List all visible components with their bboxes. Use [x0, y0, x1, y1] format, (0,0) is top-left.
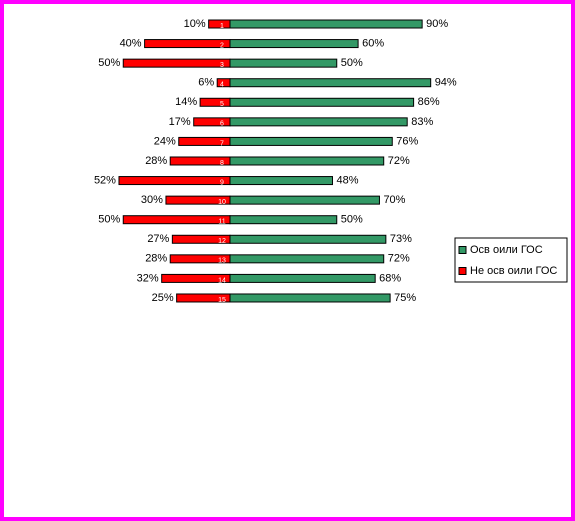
- category-label: 4: [220, 82, 224, 89]
- bar: [229, 136, 393, 146]
- bar: [122, 215, 231, 225]
- value-label: 52%: [94, 174, 116, 186]
- value-label: 94%: [435, 77, 457, 89]
- value-label: 30%: [141, 194, 163, 206]
- bar: [229, 78, 432, 88]
- category-label: 10: [218, 199, 226, 206]
- bar: [122, 58, 231, 68]
- legend-box: [454, 237, 568, 283]
- bar: [176, 293, 231, 303]
- value-label: 27%: [147, 233, 169, 245]
- value-label: 50%: [341, 214, 363, 226]
- bar: [193, 117, 231, 127]
- bar: [216, 78, 231, 88]
- bar: [229, 117, 408, 127]
- bar: [229, 176, 333, 186]
- bar: [229, 195, 380, 205]
- value-label: 68%: [379, 272, 401, 284]
- bar: [199, 97, 231, 107]
- value-label: 60%: [362, 37, 384, 49]
- bar: [229, 215, 338, 225]
- category-label: 12: [218, 238, 226, 245]
- bar: [208, 19, 231, 29]
- value-label: 50%: [341, 57, 363, 69]
- bar: [161, 273, 231, 283]
- category-label: 13: [218, 258, 226, 265]
- value-label: 72%: [388, 253, 410, 265]
- bar: [169, 254, 231, 264]
- category-label: 3: [220, 62, 224, 69]
- bar: [229, 156, 385, 166]
- legend-label: Не осв оили ГОС: [470, 265, 557, 277]
- bar: [165, 195, 231, 205]
- value-label: 50%: [98, 214, 120, 226]
- value-label: 25%: [152, 292, 174, 304]
- category-label: 2: [220, 42, 224, 49]
- category-label: 8: [220, 160, 224, 167]
- value-label: 24%: [154, 135, 176, 147]
- legend-swatch: [458, 267, 467, 275]
- bar: [118, 176, 231, 186]
- bar: [178, 136, 231, 146]
- value-label: 72%: [388, 155, 410, 167]
- value-label: 70%: [383, 194, 405, 206]
- category-label: 15: [218, 297, 226, 304]
- value-label: 86%: [418, 96, 440, 108]
- value-label: 76%: [396, 135, 418, 147]
- legend-label: Осв оили ГОС: [470, 244, 543, 256]
- value-label: 10%: [184, 18, 206, 30]
- value-label: 17%: [169, 116, 191, 128]
- legend-swatch: [458, 246, 467, 254]
- value-label: 48%: [336, 174, 358, 186]
- value-label: 28%: [145, 155, 167, 167]
- bar: [229, 293, 391, 303]
- category-label: 6: [220, 121, 224, 128]
- bar: [169, 156, 231, 166]
- category-label: 11: [218, 219, 225, 226]
- value-label: 32%: [137, 272, 159, 284]
- value-label: 6%: [198, 77, 214, 89]
- category-label: 9: [220, 179, 224, 186]
- value-label: 83%: [411, 116, 433, 128]
- bar: [229, 58, 338, 68]
- bar: [144, 39, 231, 49]
- value-label: 28%: [145, 253, 167, 265]
- bar: [229, 19, 423, 29]
- bar: [229, 273, 376, 283]
- category-label: 5: [220, 101, 224, 108]
- value-label: 50%: [98, 57, 120, 69]
- value-label: 73%: [390, 233, 412, 245]
- category-label: 1: [220, 23, 224, 30]
- category-label: 7: [220, 140, 224, 147]
- bar: [171, 234, 231, 244]
- value-label: 14%: [175, 96, 197, 108]
- value-label: 90%: [426, 18, 448, 30]
- category-label: 14: [218, 277, 226, 284]
- bar: [229, 97, 415, 107]
- bar: [229, 39, 359, 49]
- value-label: 75%: [394, 292, 416, 304]
- bar: [229, 254, 385, 264]
- value-label: 40%: [120, 37, 142, 49]
- bar: [229, 234, 387, 244]
